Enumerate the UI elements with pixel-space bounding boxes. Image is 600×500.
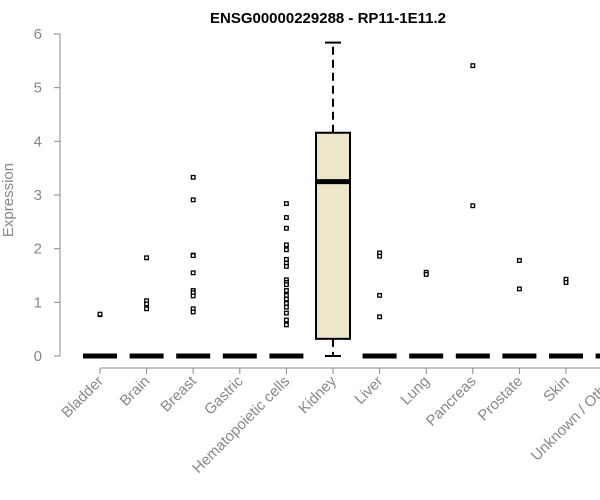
outlier-point [283,225,289,231]
outlier-point [190,270,196,276]
x-tick-label: Breast [157,372,200,415]
y-tick-label: 1 [34,294,42,311]
outlier-point [516,258,522,263]
outlier-point [377,253,383,259]
box-series [83,41,600,359]
outlier-point [283,300,289,306]
outlier-point [283,296,289,302]
x-tick-label: Brain [117,373,154,410]
outlier-point [377,292,383,298]
outlier-point [190,293,196,299]
outlier-point [283,282,289,288]
outlier-point [97,311,103,317]
outlier-point [377,314,383,320]
y-axis-label: Expression [0,163,17,237]
outlier-point [470,203,476,209]
outlier-point [283,288,289,293]
outlier-point [563,280,569,285]
y-tick-label: 5 [34,80,42,97]
box-hematopoietic-cells [269,201,304,359]
outlier-point [190,309,196,315]
x-tick-label: Pancreas [423,373,480,430]
outlier-point [470,63,476,69]
box-prostate [502,258,537,359]
x-tick-label: Kidney [295,372,340,417]
outlier-point [190,197,196,203]
outlier-point [283,247,289,253]
box-bladder [83,311,117,359]
outlier-point [283,201,289,207]
outlier-point [144,306,150,312]
outlier-point [190,174,196,180]
box-pancreas [455,63,490,359]
x-tick-label: Liver [351,373,386,408]
outlier-point [423,271,429,277]
x-tick-label: Skin [540,373,573,406]
outlier-point [190,253,196,259]
box-brain [129,255,164,359]
chart-title: ENSG00000229288 - RP11-1E11.2 [210,10,446,27]
x-tick-label: Bladder [58,373,107,422]
outlier-point [283,256,289,262]
outlier-point [144,301,150,307]
y-tick-label: 0 [34,348,42,365]
box-kidney [315,41,351,357]
box-lung [409,269,444,359]
y-tick-label: 6 [34,26,42,43]
outlier-point [283,310,289,316]
y-axis-ticks: 0 1 2 3 4 5 6 [34,26,60,365]
y-tick-label: 3 [34,187,42,204]
box-unknown-other [595,353,600,359]
x-tick-label: Prostate [475,373,527,425]
outlier-point [283,292,289,298]
y-tick-label: 4 [34,133,42,150]
outlier-point [516,286,522,292]
outlier-point [283,317,289,323]
outlier-point [283,322,289,328]
outlier-point [283,215,289,220]
outlier-point [144,255,150,261]
box-liver [362,250,397,359]
box-breast [176,174,211,359]
x-tick-label: Gastric [201,372,247,418]
box-skin [549,276,583,359]
x-tick-label: Lung [397,373,433,409]
outlier-point [283,242,289,248]
outlier-point [283,304,289,310]
box-iqr [315,131,351,340]
y-tick-label: 2 [34,241,42,258]
outlier-point [283,263,289,269]
